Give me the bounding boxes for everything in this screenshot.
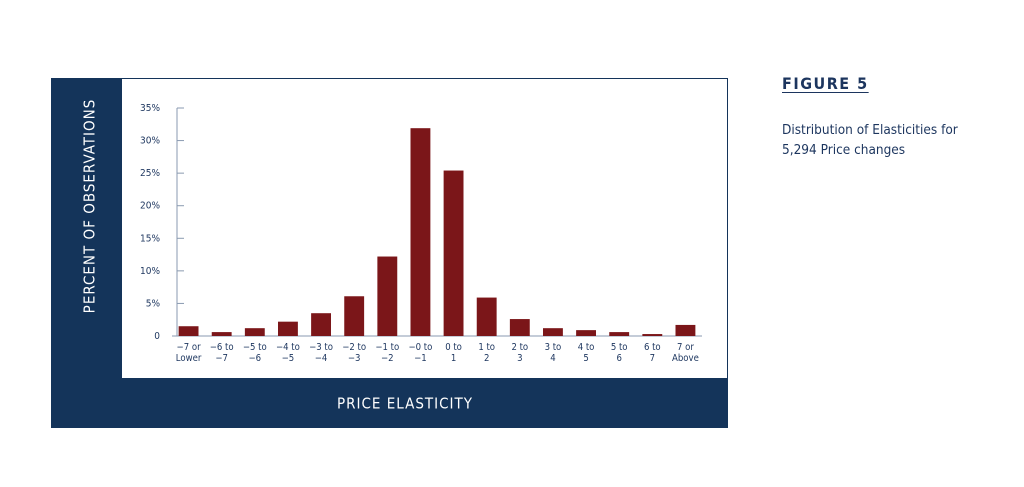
- bar: [509, 319, 530, 336]
- bar: [476, 297, 497, 336]
- bar: [178, 326, 199, 336]
- bar: [344, 296, 365, 336]
- bar: [443, 170, 464, 336]
- x-tick-label: 6 to 7: [643, 342, 661, 364]
- bar: [311, 313, 331, 336]
- x-tick-label: 5 to 6: [610, 342, 628, 364]
- x-tick-label: 3 to 4: [544, 342, 562, 364]
- bar: [244, 328, 265, 336]
- y-tick-label: 25%: [140, 168, 160, 179]
- caption: Distribution of Elasticities for 5,294 P…: [782, 122, 958, 158]
- bar: [410, 128, 431, 336]
- y-tick-label: 15%: [140, 233, 160, 244]
- bar: [377, 256, 398, 336]
- x-tick-label: −5 to −6: [242, 342, 267, 364]
- x-tick-label: 4 to 5: [577, 342, 595, 364]
- x-axis-label: PRICE ELASTICITY: [337, 395, 473, 413]
- bar: [609, 332, 630, 336]
- bar: [543, 328, 563, 336]
- x-tick-label: −6 to −7: [209, 342, 234, 364]
- x-tick-label: −4 to −5: [275, 342, 300, 364]
- y-tick-label: 5%: [146, 298, 161, 309]
- x-tick-label: 0 to 1: [445, 342, 462, 364]
- x-tick-label: 2 to 3: [511, 342, 529, 364]
- x-tick-label: −1 to −2: [375, 342, 400, 364]
- x-tick-label: −3 to −4: [309, 342, 333, 364]
- y-tick-label: 20%: [140, 201, 160, 212]
- x-tick-label: 7 or Above: [672, 342, 699, 364]
- bar: [675, 324, 696, 336]
- bar: [576, 330, 596, 336]
- bar: [642, 334, 663, 336]
- y-axis-label: PERCENT OF OBSERVATIONS: [81, 99, 99, 314]
- y-tick-label: 0: [154, 331, 160, 342]
- y-tick-label: 35%: [140, 103, 160, 114]
- bar: [278, 321, 298, 336]
- x-tick-label: −7 or Lower: [175, 342, 202, 364]
- x-tick-label: −0 to −1: [408, 342, 433, 364]
- x-tick-label: −2 to −3: [342, 342, 367, 364]
- x-tick-label: 1 to 2: [478, 342, 496, 364]
- y-tick-label: 10%: [140, 266, 160, 277]
- figure-label: FIGURE 5: [782, 74, 869, 93]
- bar: [211, 332, 232, 336]
- y-tick-label: 30%: [140, 136, 160, 147]
